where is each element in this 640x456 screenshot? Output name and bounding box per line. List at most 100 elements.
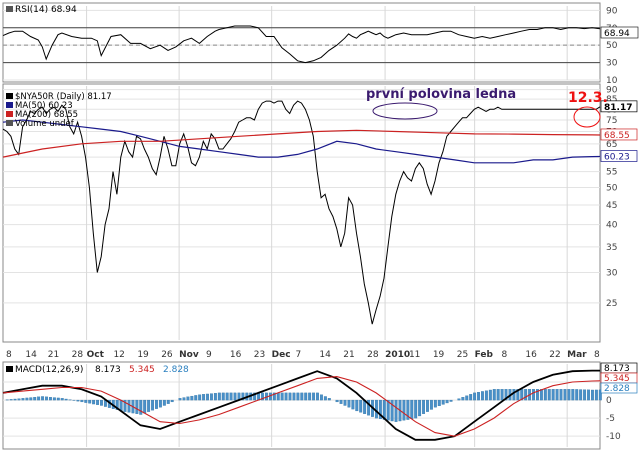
macd-histogram-bar — [434, 400, 437, 407]
macd-histogram-bar — [92, 400, 95, 404]
macd-legend-label: MACD(12,26,9) — [15, 365, 83, 375]
time-tick-label: 19 — [433, 350, 445, 360]
macd-histogram-bar — [465, 396, 468, 400]
macd-histogram-bar — [29, 398, 32, 401]
macd-histogram-bar — [234, 393, 237, 400]
price-legend-label: Volume undef — [15, 119, 75, 129]
macd-histogram-bar — [100, 400, 103, 405]
time-tick-label: 14 — [319, 350, 331, 360]
price-legend-swatch — [6, 102, 13, 108]
macd-histogram-bar — [497, 389, 500, 400]
time-tick-label: 2010 — [385, 350, 410, 360]
time-tick-label: 21 — [343, 350, 354, 360]
macd-histogram-bar — [395, 400, 398, 422]
macd-histogram-bar — [414, 400, 417, 418]
rsi-y-tick-label: 90 — [606, 6, 618, 16]
annotation-january: první polovina ledna — [366, 87, 516, 102]
macd-histogram-bar — [210, 394, 213, 400]
macd-histogram-bar — [222, 393, 225, 400]
macd-histogram-bar — [18, 399, 21, 400]
macd-histogram-bar — [587, 390, 590, 400]
macd-histogram-bar — [469, 394, 472, 400]
time-tick-label: 19 — [137, 350, 149, 360]
macd-histogram-bar — [96, 400, 99, 405]
macd-tag-label: 2.828 — [604, 384, 630, 394]
macd-histogram-bar — [277, 393, 280, 400]
macd-histogram-bar — [595, 390, 598, 400]
time-tick-label: 8 — [501, 350, 507, 360]
rsi-legend-swatch — [6, 6, 13, 12]
macd-histogram-bar — [320, 395, 323, 400]
macd-histogram-bar — [450, 400, 453, 401]
macd-legend-label: 8.173 — [95, 365, 121, 375]
macd-histogram-bar — [53, 398, 56, 401]
macd-histogram-bar — [293, 393, 296, 400]
macd-histogram-bar — [65, 399, 68, 400]
macd-histogram-bar — [375, 400, 378, 418]
time-tick-label: 21 — [48, 350, 59, 360]
macd-histogram-bar — [458, 399, 461, 400]
macd-tag-label: 8.173 — [604, 364, 630, 374]
time-tick-label: Nov — [179, 350, 199, 360]
price-tag-label: 60.23 — [604, 153, 630, 163]
macd-histogram-bar — [226, 393, 229, 400]
price-y-tick-label: 55 — [606, 168, 617, 178]
macd-histogram-bar — [473, 393, 476, 400]
macd-histogram-bar — [513, 389, 516, 400]
time-tick-label: 16 — [230, 350, 242, 360]
macd-histogram-bar — [552, 389, 555, 400]
macd-histogram-bar — [230, 393, 233, 400]
time-tick-label: 22 — [549, 350, 560, 360]
macd-histogram-bar — [524, 389, 527, 400]
macd-histogram-bar — [572, 389, 575, 400]
time-tick-label: Dec — [272, 350, 291, 360]
macd-histogram-bar — [493, 389, 496, 400]
macd-histogram-bar — [403, 400, 406, 420]
macd-histogram-bar — [41, 396, 44, 400]
time-tick-label: 25 — [457, 350, 468, 360]
macd-histogram-bar — [316, 393, 319, 400]
macd-tag-label: 5.345 — [604, 374, 630, 384]
macd-histogram-bar — [84, 400, 87, 403]
macd-histogram-bar — [430, 400, 433, 409]
macd-histogram-bar — [540, 389, 543, 400]
macd-histogram-bar — [410, 400, 413, 419]
macd-histogram-bar — [191, 396, 194, 400]
macd-histogram-bar — [544, 389, 547, 400]
macd-histogram-bar — [14, 399, 17, 400]
macd-histogram-bar — [340, 400, 343, 404]
rsi-y-tick-label: 50 — [606, 41, 618, 51]
price-legend-swatch — [6, 120, 13, 126]
macd-histogram-bar — [136, 400, 139, 414]
macd-y-tick-label: -10 — [606, 432, 621, 442]
price-y-tick-label: 45 — [606, 201, 617, 211]
macd-histogram-bar — [88, 400, 91, 403]
macd-histogram-bar — [579, 390, 582, 401]
macd-histogram-bar — [202, 394, 205, 400]
macd-histogram-bar — [442, 400, 445, 404]
time-tick-label: Oct — [87, 350, 105, 360]
annotation-march: 12.3. — [568, 90, 608, 106]
time-tick-label: 26 — [161, 350, 173, 360]
macd-histogram-bar — [198, 395, 201, 400]
macd-histogram-bar — [183, 398, 186, 401]
macd-histogram-bar — [359, 400, 362, 412]
macd-histogram-bar — [328, 398, 331, 400]
macd-histogram-bar — [481, 391, 484, 400]
macd-histogram-bar — [348, 400, 351, 407]
macd-histogram-bar — [218, 393, 221, 400]
macd-histogram-bar — [81, 400, 84, 402]
rsi-value-tag-label: 68.94 — [604, 29, 630, 39]
time-tick-label: 8 — [594, 350, 600, 360]
macd-histogram-bar — [33, 397, 36, 400]
time-tick-label: 28 — [367, 350, 379, 360]
macd-histogram-bar — [57, 398, 60, 400]
macd-histogram-bar — [281, 393, 284, 400]
macd-histogram-bar — [214, 393, 217, 400]
macd-histogram-bar — [422, 400, 425, 414]
macd-legend-swatch — [6, 366, 13, 372]
macd-histogram-bar — [49, 397, 52, 400]
